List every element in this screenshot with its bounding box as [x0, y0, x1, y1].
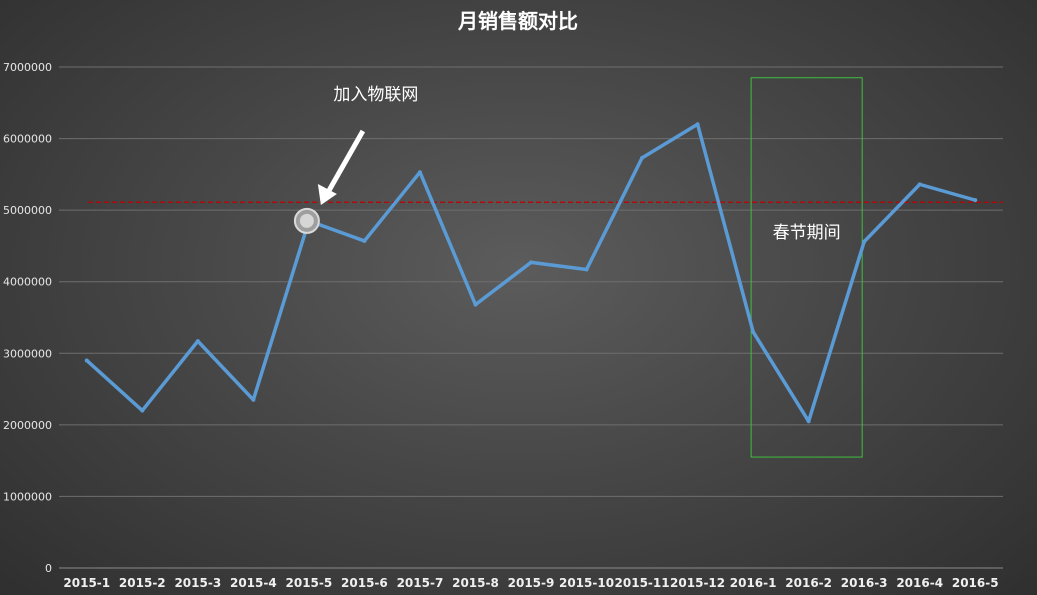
data-point	[917, 182, 922, 187]
y-tick-label: 5000000	[3, 204, 52, 217]
y-tick-label: 1000000	[3, 490, 52, 503]
chart-title: 月销售额对比	[457, 9, 578, 33]
x-tick-label: 2016-4	[896, 576, 943, 590]
data-point	[529, 260, 533, 265]
data-point	[584, 267, 589, 272]
data-point	[695, 122, 700, 127]
data-point	[806, 419, 811, 424]
x-tick-label: 2015-11	[615, 576, 670, 590]
annotation-label-iot: 加入物联网	[333, 85, 418, 105]
x-tick-label: 2015-9	[508, 576, 555, 590]
grid-lines	[59, 66, 1003, 569]
data-point	[195, 339, 200, 344]
data-point	[251, 397, 256, 402]
arrow-shaft	[323, 129, 366, 198]
x-tick-label: 2015-5	[286, 576, 333, 590]
highlight-point-inner	[299, 213, 314, 228]
data-point	[640, 155, 645, 160]
data-point	[751, 329, 756, 334]
data-point	[973, 198, 978, 203]
x-axis-ticks: 2015-1 2015-2 2015-3 2015-4 2015-5 2015-6 2015…	[63, 576, 998, 590]
x-tick-label: 2015-1	[63, 576, 110, 590]
x-tick-label: 2016-1	[730, 576, 777, 590]
y-tick-label: 7000000	[3, 61, 52, 74]
x-tick-label: 2015-12	[670, 576, 725, 590]
annotations: 春节期间 加入物联网	[88, 77, 1003, 458]
series-line	[85, 122, 977, 424]
y-tick-label: 0	[45, 562, 52, 575]
x-tick-label: 2015-7	[397, 576, 444, 590]
y-axis-ticks: 0 1000000 2000000 3000000 4000000 5000000 6000…	[3, 61, 52, 575]
x-tick-label: 2015-4	[230, 576, 277, 590]
y-tick-label: 3000000	[3, 347, 52, 360]
data-point	[862, 239, 867, 244]
data-point	[140, 408, 145, 413]
data-point	[84, 358, 89, 363]
x-tick-label: 2016-3	[841, 576, 888, 590]
highlight-box	[750, 77, 863, 458]
annotation-label-spring-festival: 春节期间	[773, 223, 841, 243]
y-tick-label: 6000000	[3, 133, 52, 146]
arrow-head	[317, 184, 337, 205]
x-tick-label: 2015-3	[174, 576, 221, 590]
x-tick-label: 2016-2	[785, 576, 832, 590]
data-point	[362, 238, 367, 243]
x-tick-label: 2015-10	[559, 576, 614, 590]
y-tick-label: 2000000	[3, 419, 52, 432]
y-tick-label: 4000000	[3, 276, 52, 289]
data-point	[417, 170, 422, 175]
x-tick-label: 2016-5	[952, 576, 999, 590]
x-tick-label: 2015-6	[341, 576, 388, 590]
data-point	[473, 302, 478, 307]
x-tick-label: 2015-8	[452, 576, 499, 590]
series-layer	[84, 122, 978, 424]
x-tick-label: 2015-2	[119, 576, 166, 590]
